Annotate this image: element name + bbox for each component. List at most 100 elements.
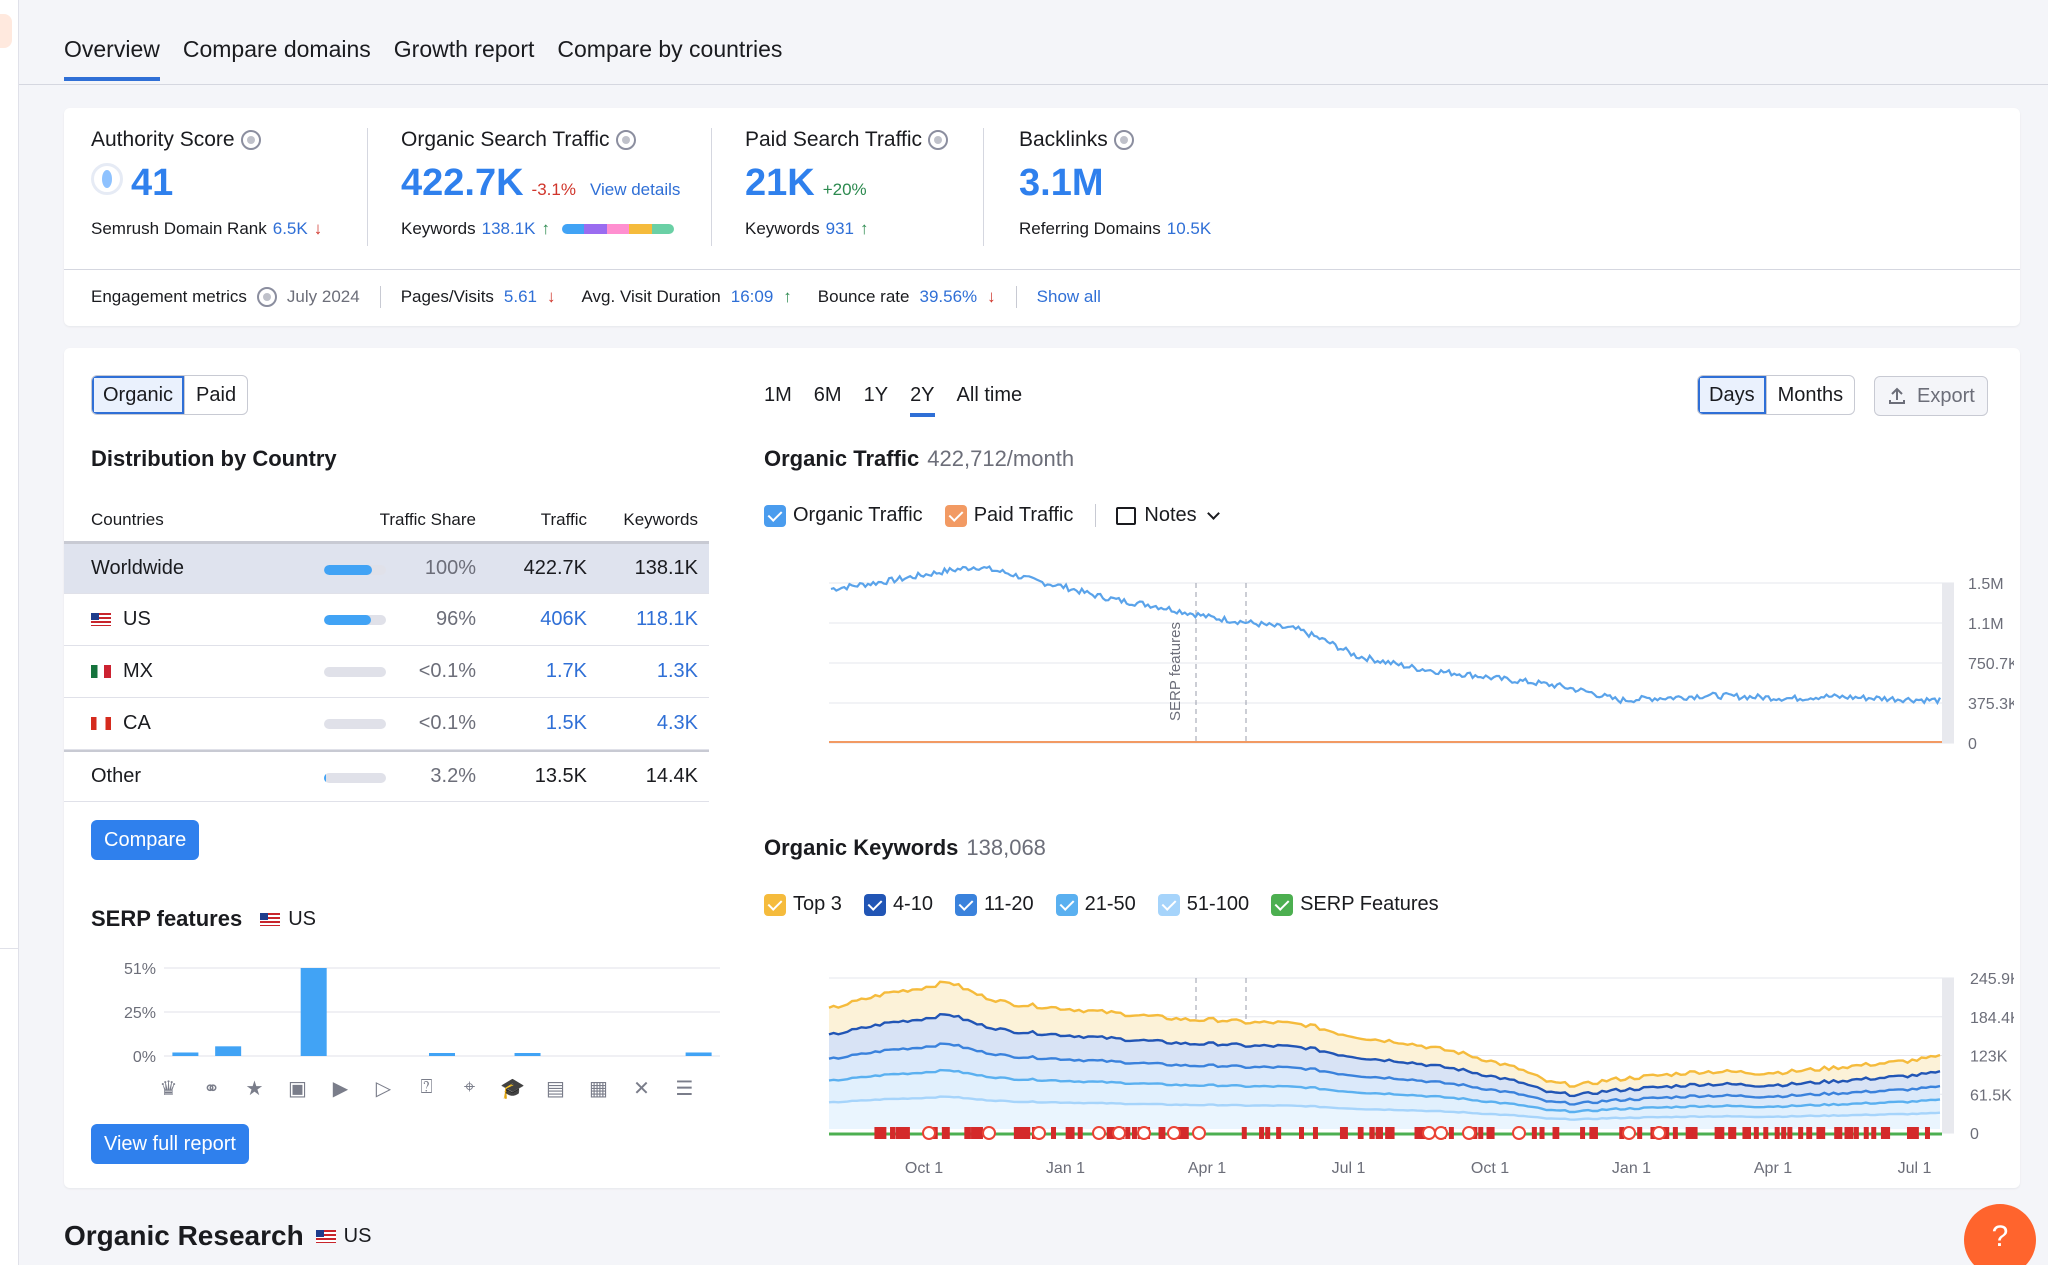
serp-event-marker	[1753, 1127, 1759, 1139]
globe-icon[interactable]	[256, 287, 277, 307]
serp-bar	[514, 1053, 541, 1056]
image-icon[interactable]: ▣	[288, 1078, 307, 1100]
rd-value[interactable]: 10.5K	[1166, 219, 1212, 238]
legend-label: 51-100	[1186, 893, 1250, 915]
crown-icon[interactable]: ♛	[159, 1078, 178, 1100]
traffic-share-value: 96%	[435, 608, 476, 630]
keywords-value[interactable]: 4.3K	[656, 712, 698, 734]
info-icon[interactable]	[928, 130, 949, 150]
serp-bar	[172, 1052, 199, 1056]
serp-event-marker	[1389, 1127, 1395, 1139]
serp-event-marker	[1131, 1127, 1137, 1139]
organic-keywords-chart[interactable]: 245.9K 184.4K 123K 61.5K 0 Oct 1 Jan 1 Apr 1 Jul…	[764, 958, 2021, 1178]
country-label: Other	[91, 765, 142, 787]
keyword-distribution-bar[interactable]	[562, 224, 675, 234]
traffic-value[interactable]: 1.5K	[545, 712, 587, 734]
keywords-value[interactable]: 118.1K	[636, 608, 698, 630]
keywords-value[interactable]: 1.3K	[656, 660, 698, 682]
period-2y[interactable]: 2Y	[910, 384, 935, 417]
serp-event-marker	[1913, 1127, 1919, 1139]
google-update-marker	[1422, 1126, 1436, 1140]
help-button[interactable]: ?	[1964, 1204, 2036, 1265]
table-row[interactable]: Other 3.2% 13.5K 14.4K	[64, 750, 709, 802]
checkbox-icon	[764, 504, 786, 527]
tab-bar: Overview Compare domains Growth report C…	[64, 36, 782, 81]
engagement-date: July 2024	[286, 287, 360, 306]
tab-compare-countries[interactable]: Compare by countries	[557, 36, 783, 62]
compare-button[interactable]: Compare	[91, 820, 200, 860]
ca-flag-icon	[91, 717, 111, 730]
paid-traffic-checkbox[interactable]: Paid Traffic	[944, 504, 1073, 527]
show-all-link[interactable]: Show all	[1036, 287, 1101, 306]
keywords-chart-title: Organic Keywords	[764, 835, 959, 860]
organic-value[interactable]: 422.7K	[401, 162, 524, 204]
country-name: Worldwide	[91, 544, 184, 593]
period-1y[interactable]: 1Y	[863, 384, 889, 406]
days-toggle[interactable]: Days	[1698, 376, 1766, 414]
keywords-legend-checkbox[interactable]: Top 3	[764, 893, 842, 916]
video-icon[interactable]: ▷	[375, 1078, 392, 1100]
authority-value[interactable]: 41	[131, 162, 174, 204]
organic-traffic-checkbox[interactable]: Organic Traffic	[764, 504, 923, 527]
briefcase-icon[interactable]: ▦	[589, 1078, 608, 1100]
tab-growth-report[interactable]: Growth report	[393, 36, 535, 62]
period-all-time[interactable]: All time	[956, 384, 1023, 406]
serp-event-marker	[1531, 1127, 1537, 1139]
notes-dropdown[interactable]: Notes	[1095, 504, 1220, 527]
distribution-title: Distribution by Country	[91, 446, 337, 471]
star-icon[interactable]: ★	[245, 1078, 264, 1100]
keywords-legend-checkbox[interactable]: 51-100	[1157, 893, 1250, 916]
keywords-legend-checkbox[interactable]: 11-20	[954, 893, 1034, 916]
info-icon[interactable]	[240, 130, 261, 150]
backlinks-value[interactable]: 3.1M	[1019, 162, 1104, 204]
tab-overview[interactable]: Overview	[64, 36, 160, 81]
list-icon[interactable]: ☰	[675, 1078, 694, 1100]
period-1m[interactable]: 1M	[764, 384, 792, 406]
serp-event-marker	[1385, 1127, 1391, 1139]
keywords-legend-checkbox[interactable]: 21-50	[1055, 893, 1136, 916]
serp-bar	[300, 968, 327, 1056]
play-icon[interactable]: ▶	[332, 1078, 349, 1100]
keywords-legend-checkbox[interactable]: 4-10	[863, 893, 933, 916]
info-icon[interactable]	[1113, 130, 1134, 150]
country-name: MX	[91, 646, 153, 697]
legend-label: Top 3	[793, 893, 842, 915]
export-button[interactable]: Export	[1874, 376, 1988, 416]
serp-event-marker	[1065, 1127, 1071, 1139]
serp-event-marker	[1672, 1127, 1678, 1139]
table-row[interactable]: Worldwide 100% 422.7K 138.1K	[64, 542, 709, 594]
info-icon[interactable]	[615, 130, 636, 150]
period-6m[interactable]: 6M	[813, 384, 842, 406]
y-tick-label: 0	[1968, 736, 1977, 753]
organic-kw-value[interactable]: 138.1K	[481, 219, 536, 238]
paid-value[interactable]: 21K	[745, 162, 815, 204]
link-icon[interactable]: ⚭	[203, 1078, 220, 1100]
serp-event-marker	[1069, 1127, 1075, 1139]
view-full-report-button[interactable]: View full report	[91, 1124, 249, 1164]
table-row[interactable]: US 96% 406K 118.1K	[64, 594, 709, 646]
traffic-value[interactable]: 406K	[540, 608, 587, 630]
serp-event-marker	[904, 1127, 910, 1139]
table-row[interactable]: MX <0.1% 1.7K 1.3K	[64, 646, 709, 698]
legend-label: 11-20	[983, 893, 1034, 915]
faq-icon[interactable]: ⍰	[420, 1076, 433, 1098]
paid-kw-value[interactable]: 931	[825, 219, 855, 238]
doc-icon[interactable]: ▤	[546, 1078, 565, 1100]
x-tick-label: Oct 1	[1471, 1160, 1509, 1177]
table-row[interactable]: CA <0.1% 1.5K 4.3K	[64, 698, 709, 750]
serp-event-marker	[1871, 1127, 1877, 1139]
months-toggle[interactable]: Months	[1765, 376, 1855, 414]
cap-icon[interactable]: 🎓	[500, 1078, 525, 1100]
paid-toggle[interactable]: Paid	[184, 376, 247, 414]
rank-value[interactable]: 6.5K	[272, 219, 308, 238]
organic-toggle[interactable]: Organic	[92, 376, 185, 414]
traffic-value[interactable]: 1.7K	[545, 660, 587, 682]
pin-icon[interactable]: ⌖	[463, 1076, 476, 1098]
country-label: US	[123, 608, 151, 630]
view-details-link[interactable]: View details	[589, 180, 681, 199]
organic-kw-label: Keywords	[401, 219, 476, 238]
x-icon[interactable]: ✕	[633, 1078, 650, 1100]
tab-compare-domains[interactable]: Compare domains	[182, 36, 371, 62]
keywords-legend-checkbox[interactable]: SERP Features	[1271, 893, 1439, 916]
